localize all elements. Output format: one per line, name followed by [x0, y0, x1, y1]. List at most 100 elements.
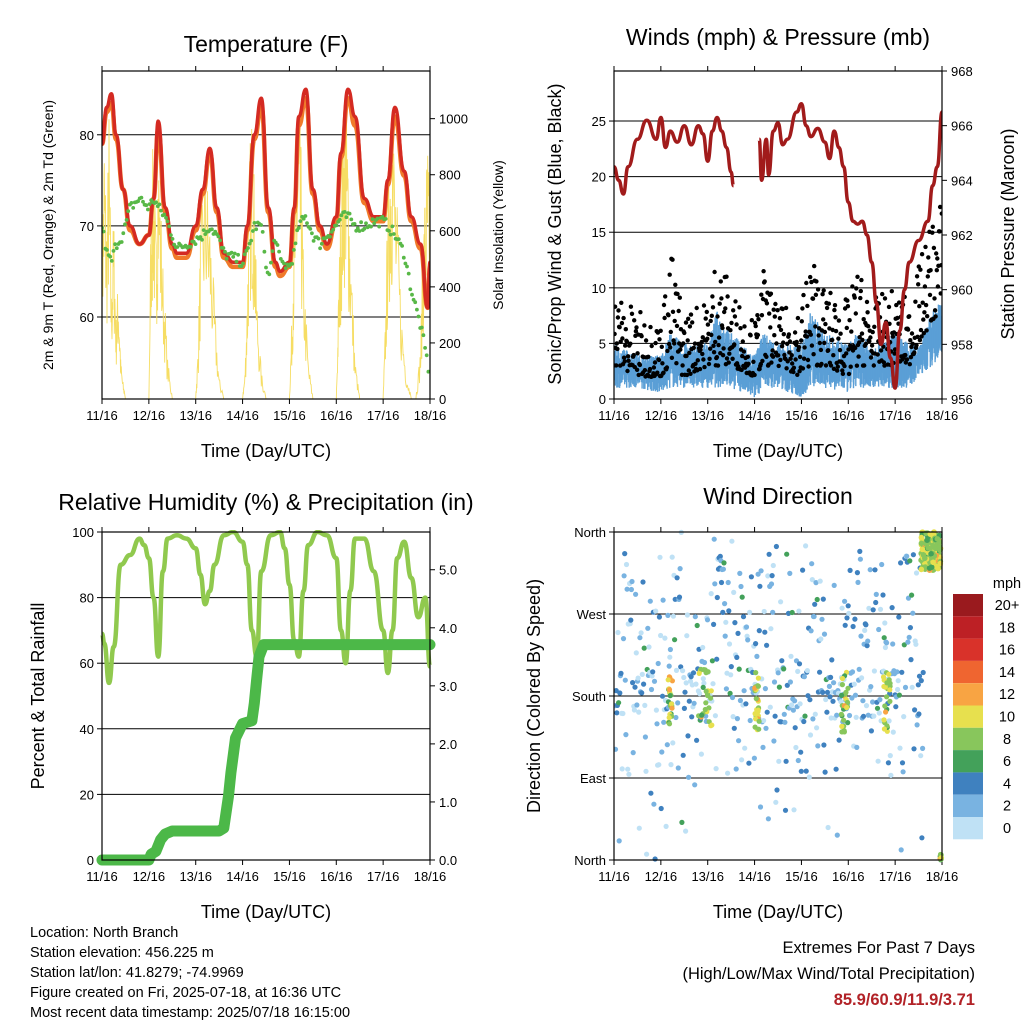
direction-point	[617, 690, 623, 696]
gust-point	[634, 367, 640, 372]
direction-point	[918, 678, 924, 684]
gust-point	[853, 311, 858, 316]
direction-point	[725, 579, 731, 586]
gust-point	[803, 329, 808, 334]
direction-point	[680, 668, 686, 674]
direction-point	[870, 699, 876, 705]
gust-point	[919, 252, 925, 257]
dewpoint-point	[167, 224, 172, 229]
gust-point	[706, 361, 712, 367]
dewpoint-point	[383, 217, 388, 221]
direction-point	[633, 591, 639, 597]
gust-point	[916, 282, 921, 287]
gust-point	[826, 301, 831, 306]
gust-point	[907, 314, 912, 319]
direction-point	[916, 673, 923, 679]
legend-label: 10	[999, 710, 1015, 726]
y2-tick-label: 1.0	[439, 795, 457, 810]
direction-point	[614, 746, 619, 752]
gust-point	[832, 307, 837, 313]
gust-point	[725, 294, 730, 299]
x-tick-label: 15/16	[273, 408, 306, 423]
direction-point	[756, 718, 762, 724]
dewpoint-point	[396, 237, 401, 242]
gust-point	[781, 340, 786, 345]
direction-point	[883, 709, 889, 715]
gust-point	[745, 354, 750, 359]
direction-point	[898, 560, 904, 566]
gust-point	[880, 291, 885, 297]
gust-point	[908, 355, 914, 360]
dewpoint-point	[375, 216, 380, 221]
direction-point	[651, 801, 657, 807]
direction-point	[753, 641, 759, 647]
legend-title: mph	[993, 576, 1021, 592]
y2-tick-label: 958	[951, 337, 973, 352]
direction-point	[868, 728, 875, 734]
direction-point	[773, 543, 780, 550]
gust-point	[835, 368, 840, 373]
y2-tick-label: 400	[439, 280, 461, 295]
dewpoint-point	[426, 369, 430, 374]
gust-point	[791, 369, 796, 375]
gust-point	[809, 279, 814, 285]
gust-point	[700, 351, 705, 357]
direction-point	[863, 703, 870, 709]
direction-point	[714, 656, 720, 662]
direction-point	[851, 681, 857, 687]
dewpoint-point	[364, 221, 368, 226]
dewpoint-point	[113, 242, 117, 247]
dewpoint-point	[352, 222, 357, 226]
direction-point	[649, 673, 655, 679]
gust-point	[786, 332, 792, 337]
direction-point	[700, 676, 706, 682]
dewpoint-point	[293, 241, 298, 246]
gust-point	[695, 358, 700, 363]
direction-point	[639, 671, 645, 678]
direction-point	[882, 644, 889, 651]
plot-frame	[613, 70, 943, 400]
gust-point	[890, 334, 896, 339]
gust-point	[774, 341, 779, 346]
x-tick-label: 13/16	[691, 408, 724, 423]
direction-point	[808, 628, 814, 634]
direction-point	[930, 559, 936, 566]
gust-point	[904, 357, 910, 362]
direction-point	[745, 637, 751, 643]
direction-xlabel: Time (Day/UTC)	[713, 902, 843, 922]
direction-point	[842, 598, 848, 604]
gust-point	[844, 325, 849, 331]
gust-point	[660, 361, 665, 366]
dewpoint-point	[188, 245, 193, 249]
gust-point	[614, 304, 618, 309]
legend-label: 18	[999, 620, 1015, 636]
direction-point	[805, 693, 811, 699]
gust-point	[739, 367, 744, 373]
y-tick-label: 25	[592, 114, 606, 129]
direction-point	[897, 745, 903, 751]
dewpoint-point	[146, 207, 150, 212]
dewpoint-point	[283, 266, 288, 270]
gust-point	[776, 363, 781, 369]
direction-point	[907, 558, 913, 564]
dewpoint-point	[337, 217, 342, 222]
direction-point	[723, 686, 730, 692]
gust-point	[827, 326, 832, 331]
direction-point	[908, 657, 914, 663]
direction-point	[884, 680, 890, 686]
direction-point	[755, 571, 761, 577]
gust-point	[634, 325, 639, 330]
direction-point	[676, 594, 683, 600]
gust-point	[870, 329, 875, 335]
direction-point	[814, 725, 820, 731]
gust-point	[670, 309, 676, 314]
direction-point	[881, 726, 888, 732]
gust-point	[625, 354, 631, 359]
direction-point	[770, 609, 776, 615]
direction-point	[673, 667, 680, 674]
direction-point	[852, 692, 859, 698]
direction-point	[623, 732, 629, 738]
gust-point	[892, 351, 897, 356]
direction-point	[768, 581, 775, 587]
direction-point	[705, 669, 711, 675]
